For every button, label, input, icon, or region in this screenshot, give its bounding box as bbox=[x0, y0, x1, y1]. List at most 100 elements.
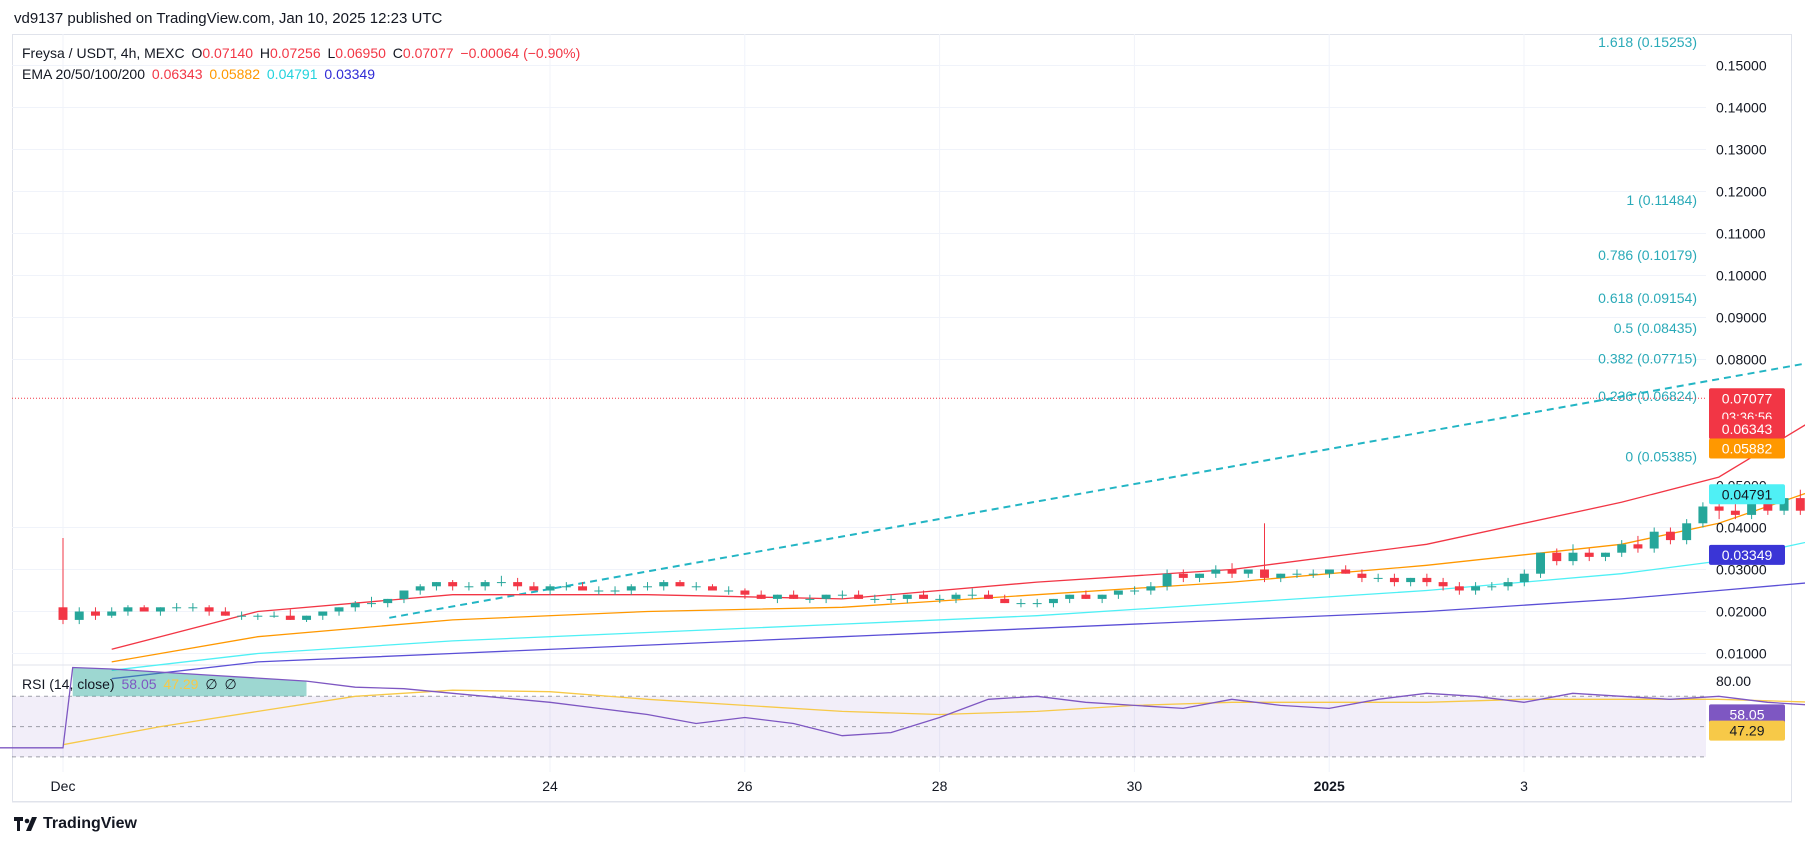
candle-down bbox=[220, 611, 230, 616]
candle-up bbox=[237, 615, 247, 617]
candle-down bbox=[1795, 498, 1805, 511]
candle-up bbox=[415, 586, 425, 591]
candle-up bbox=[1048, 598, 1058, 604]
candle-down bbox=[1714, 506, 1724, 511]
candle-up bbox=[1601, 552, 1610, 557]
fib-level-label: 0.236 (0.06824) bbox=[1598, 388, 1697, 404]
price-tick-label: 0.15000 bbox=[1716, 58, 1767, 74]
rsi-ma-value: 47.29 bbox=[163, 676, 199, 692]
price-tick-label: 0.14000 bbox=[1716, 100, 1767, 116]
candle-up bbox=[1324, 569, 1334, 574]
last-price-label: 0.07077 bbox=[1722, 390, 1773, 406]
price-tick-label: 0.09000 bbox=[1716, 310, 1767, 326]
time-tick-label: 30 bbox=[1127, 778, 1143, 794]
candle-up bbox=[1243, 569, 1253, 574]
candle-up bbox=[1032, 603, 1042, 605]
candle-down bbox=[1081, 594, 1091, 599]
time-tick-label: 2025 bbox=[1314, 778, 1345, 794]
publish-info: vd9137 published on TradingView.com, Jan… bbox=[14, 10, 443, 27]
ema-label[interactable]: EMA 20/50/100/200 bbox=[22, 66, 145, 82]
price-tick-label: 0.08000 bbox=[1716, 352, 1767, 368]
ema-price-label: 0.03349 bbox=[1722, 547, 1773, 563]
candle-up bbox=[772, 594, 782, 599]
candle-up bbox=[431, 582, 441, 587]
candle-up bbox=[1276, 573, 1286, 578]
candle-down bbox=[1422, 577, 1432, 583]
candle-up bbox=[1471, 586, 1481, 591]
candle-up bbox=[253, 615, 263, 617]
price-tick-label: 0.12000 bbox=[1716, 184, 1767, 200]
candle-down bbox=[58, 607, 68, 620]
fib-level-label: 0.5 (0.08435) bbox=[1614, 320, 1697, 336]
change-value: −0.00064 (−0.90%) bbox=[460, 45, 581, 61]
ema50-line bbox=[111, 492, 1805, 663]
candle-up bbox=[318, 611, 328, 616]
ema100-value: 0.04791 bbox=[266, 66, 318, 82]
candle-down bbox=[1633, 544, 1643, 549]
candle-up bbox=[1113, 590, 1123, 595]
rsi-empty-2: ∅ bbox=[224, 676, 237, 692]
candle-down bbox=[675, 582, 685, 587]
ema-price-box bbox=[1709, 419, 1785, 440]
candle-up bbox=[269, 615, 279, 617]
price-tick-label: 0.01000 bbox=[1716, 646, 1767, 662]
tradingview-logo-icon bbox=[14, 817, 38, 831]
tradingview-logo[interactable]: TradingView bbox=[14, 815, 137, 833]
rsi-tick-label: 80.00 bbox=[1716, 673, 1751, 689]
candle-up bbox=[967, 594, 977, 596]
candle-up bbox=[1016, 603, 1026, 605]
candle-up bbox=[1682, 523, 1692, 541]
candle-up bbox=[1097, 594, 1107, 599]
last-price-box bbox=[1709, 388, 1785, 427]
tradingview-brand: TradingView bbox=[43, 815, 137, 832]
price-tick-label: 0.04000 bbox=[1716, 520, 1767, 536]
close-label: C bbox=[392, 45, 403, 61]
fib-level-label: 0 (0.05385) bbox=[1625, 448, 1697, 464]
fib-level-label: 0.618 (0.09154) bbox=[1598, 290, 1697, 306]
price-tick-label: 0.11000 bbox=[1716, 226, 1766, 242]
candle-up bbox=[659, 582, 669, 587]
candle-up bbox=[1195, 573, 1205, 578]
rsi-value-label: 47.29 bbox=[1729, 723, 1764, 739]
ema100-line bbox=[111, 541, 1805, 671]
candle-up bbox=[724, 590, 734, 592]
candle-down bbox=[756, 594, 766, 599]
fib-level-label: 0.382 (0.07715) bbox=[1598, 350, 1697, 366]
candle-up bbox=[188, 607, 198, 609]
symbol-legend: Freysa / USDT, 4h, MEXC O0.07140 H0.0725… bbox=[22, 45, 583, 61]
candle-up bbox=[935, 598, 945, 600]
open-value: 0.07140 bbox=[202, 45, 253, 61]
ema-price-box bbox=[1709, 484, 1785, 505]
candle-down bbox=[1000, 598, 1010, 604]
candle-up bbox=[1065, 594, 1075, 599]
candle-up bbox=[350, 603, 360, 608]
candle-down bbox=[919, 594, 929, 599]
ema-price-label: 0.05882 bbox=[1722, 440, 1773, 456]
rsi-value: 58.05 bbox=[121, 676, 157, 692]
rsi-overbought-fill bbox=[72, 667, 307, 697]
candle-up bbox=[1162, 573, 1172, 587]
open-label: O bbox=[191, 45, 203, 61]
candle-down bbox=[1178, 573, 1188, 578]
candle-up bbox=[1373, 577, 1383, 579]
candle-up bbox=[155, 607, 165, 612]
candle-down bbox=[1552, 552, 1562, 562]
candle-down bbox=[1341, 569, 1351, 574]
candle-up bbox=[1211, 569, 1221, 574]
candle-down bbox=[1357, 573, 1367, 578]
candle-up bbox=[1698, 506, 1708, 524]
rsi-label[interactable]: RSI (14, close) bbox=[22, 676, 115, 692]
candle-down bbox=[854, 594, 864, 599]
candle-down bbox=[984, 594, 993, 599]
price-tick-label: 0.02000 bbox=[1716, 604, 1767, 620]
candle-down bbox=[529, 586, 539, 591]
symbol-name[interactable]: Freysa / USDT, 4h, MEXC bbox=[22, 45, 185, 61]
candle-up bbox=[1747, 502, 1757, 515]
trend-line bbox=[389, 362, 1805, 619]
candle-up bbox=[1130, 590, 1140, 592]
time-tick-label: Dec bbox=[51, 778, 76, 794]
candle-up bbox=[951, 594, 961, 599]
candle-up bbox=[643, 586, 652, 588]
candle-up bbox=[399, 590, 409, 599]
